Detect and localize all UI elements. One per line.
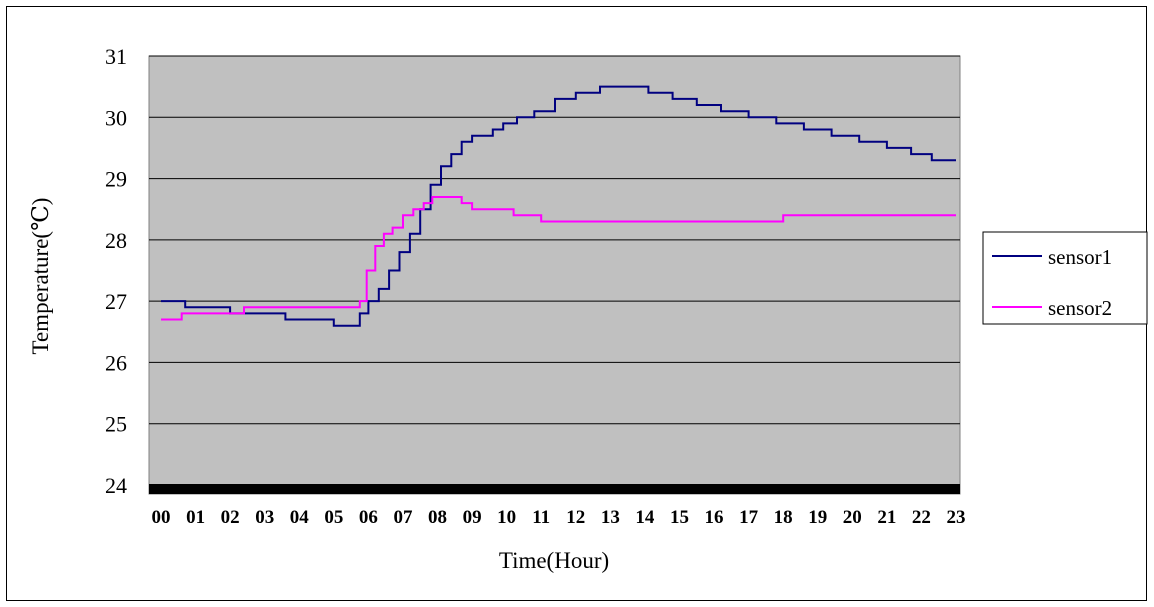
x-tick-label: 19	[808, 507, 827, 528]
x-tick-label: 00	[152, 507, 171, 528]
x-tick-label: 06	[359, 507, 378, 528]
grid-lines	[149, 55, 960, 425]
x-tick-label: 04	[290, 507, 310, 528]
legend-box	[982, 231, 1148, 325]
x-tick-label: 07	[393, 507, 413, 528]
x-tick-label: 17	[739, 507, 759, 528]
x-axis-title: Time(Hour)	[499, 548, 609, 573]
x-tick-label: 09	[463, 507, 482, 528]
y-tick-label: 31	[105, 44, 127, 69]
x-axis-ticks: 00 01 02 03 04 05 06 07 08 09 10 11 12 13 14 15 16 17 18 19…	[152, 507, 966, 528]
x-tick-label: 05	[324, 507, 343, 528]
y-tick-label: 29	[105, 167, 127, 192]
x-tick-label: 23	[947, 507, 966, 528]
x-tick-label: 13	[601, 507, 620, 528]
x-tick-label: 03	[255, 507, 274, 528]
x-tick-label: 16	[705, 507, 724, 528]
legend-label-sensor2: sensor2	[1048, 296, 1112, 320]
x-tick-label: 10	[497, 507, 516, 528]
y-axis-title: Temperature(℃)	[28, 198, 53, 355]
x-tick-label: 21	[877, 507, 896, 528]
y-tick-label: 30	[105, 105, 127, 130]
x-tick-label: 15	[670, 507, 689, 528]
y-axis-ticks: 24 25 26 27 28 29 30 31	[105, 44, 127, 498]
y-tick-label: 25	[105, 412, 127, 437]
x-tick-label: 14	[635, 507, 655, 528]
y-tick-label: 24	[105, 473, 127, 498]
x-tick-label: 22	[912, 507, 931, 528]
series-lines	[161, 85, 956, 327]
legend-label-sensor1: sensor1	[1048, 245, 1112, 269]
chart-frame: 24 25 26 27 28 29 30 31 00 01 02 03 04 05 06 07 08 09 10 1…	[6, 6, 1148, 601]
x-tick-label: 01	[186, 507, 205, 528]
x-tick-label: 12	[566, 507, 585, 528]
x-tick-label: 20	[843, 507, 862, 528]
y-tick-label: 28	[105, 228, 127, 253]
plot-area	[148, 55, 961, 495]
y-tick-label: 26	[105, 350, 127, 375]
series-line-sensor2	[161, 196, 956, 321]
x-tick-label: 11	[532, 507, 550, 528]
temperature-chart: 24 25 26 27 28 29 30 31 00 01 02 03 04 05 06 07 08 09 10 1…	[28, 44, 1148, 573]
x-tick-label: 02	[221, 507, 240, 528]
x-axis-band	[149, 484, 960, 494]
y-tick-label: 27	[105, 289, 127, 314]
legend: sensor1 sensor2	[982, 231, 1148, 325]
x-tick-label: 08	[428, 507, 447, 528]
x-tick-label: 18	[774, 507, 793, 528]
series-line-sensor1	[161, 85, 956, 327]
